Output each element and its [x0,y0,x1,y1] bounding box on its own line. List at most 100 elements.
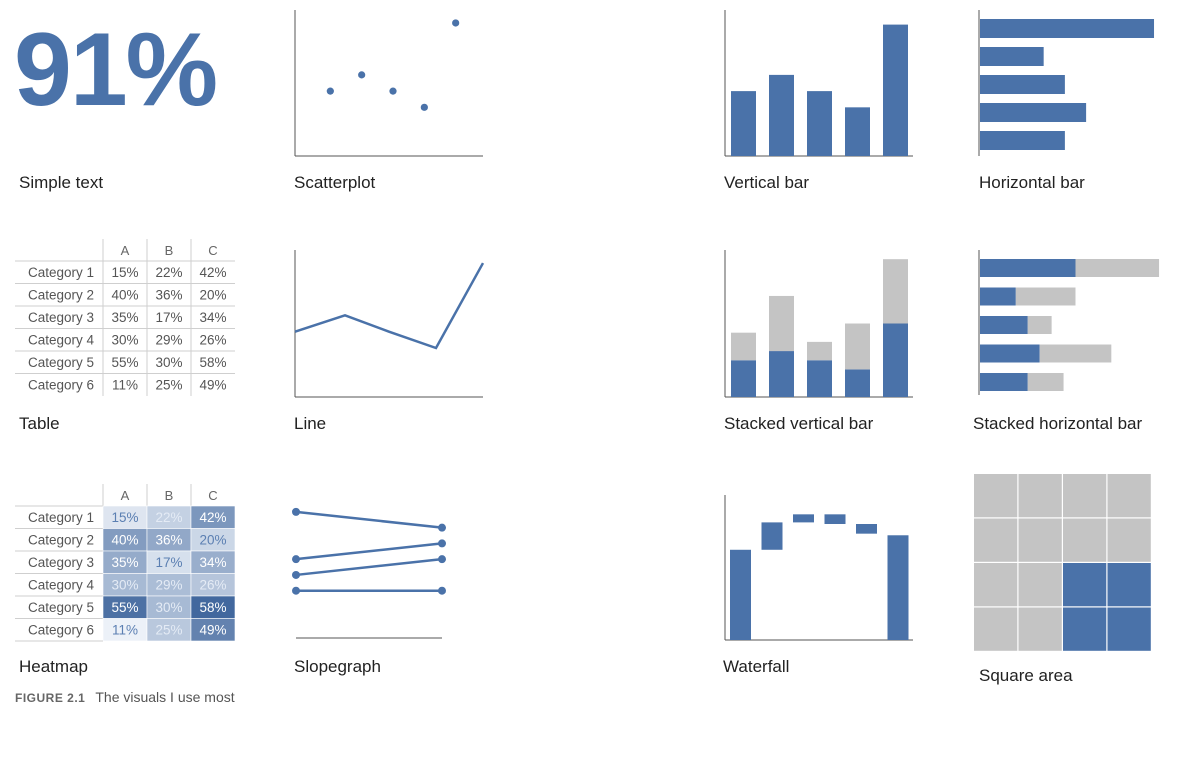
bar [845,107,870,156]
label-line: Line [294,414,327,433]
waterfall-chart [724,495,913,641]
heatmap-visual: A B C Category 1 15% 22% 42% Category 2 40% 36% 20… [15,484,236,642]
column-header: B [165,243,174,258]
line-chart [294,250,485,398]
stacked-bar-segment [807,341,832,361]
area-square [974,518,1018,562]
stacked-bar-segment [731,332,756,361]
slope-point [438,523,446,532]
scatter-point [452,19,460,27]
bar [980,47,1044,66]
area-square [1107,563,1151,607]
waterfall-bar [887,535,909,640]
waterfall-bar [761,522,783,550]
waterfall-bar [793,514,814,523]
stacked-bar-segment [980,344,1040,363]
label-vertical-bar: Vertical bar [724,173,810,192]
heatmap-cell [190,618,236,642]
heatmap-label: 26% [199,578,226,593]
row-category: Category 4 [28,333,95,348]
heatmap-label: 42% [199,510,226,525]
vertical-bar-chart [724,10,913,157]
bar [980,75,1065,94]
bar [883,24,908,156]
stacked-vertical-bar-chart [724,250,913,398]
slope-point [292,507,300,516]
scatter-point [326,87,334,95]
stacked-bar-segment [980,316,1028,334]
area-square [1107,518,1151,562]
area-square [1018,474,1062,518]
area-square [1063,474,1107,518]
stacked-bar-segment [845,369,870,397]
heatmap-label: 35% [111,555,138,570]
heatmap-label: 22% [155,510,182,525]
row-category: Category 5 [28,600,94,615]
label-stacked-horizontal-bar: Stacked horizontal bar [973,414,1143,433]
heatmap-label: 30% [155,600,182,615]
area-square [1107,607,1151,651]
row-category: Category 6 [28,623,94,638]
series-line [294,262,485,350]
area-square [1107,474,1151,518]
scatter-point [420,103,428,111]
heatmap-label: 55% [111,600,138,615]
row-category: Category 3 [28,310,94,325]
bar [769,74,794,156]
heatmap-label: 40% [111,533,138,548]
stacked-bar-segment [883,323,908,397]
table-cell: 55% [111,355,138,370]
heatmap-label: 11% [112,623,138,638]
column-header: C [208,488,217,503]
area-square [1063,563,1107,607]
area-square [974,474,1018,518]
area-square [1018,563,1062,607]
scatter-point [389,87,397,95]
figure-caption-text: The visuals I use most [95,689,235,705]
stacked-bar-segment [980,373,1028,391]
area-square [1018,518,1062,562]
stacked-horizontal-bar-chart [978,250,1160,395]
area-square [1063,607,1107,651]
heatmap-label: 58% [199,600,226,615]
table-cell: 40% [111,288,138,303]
label-square-area: Square area [979,666,1073,685]
table-cell: 25% [155,378,182,393]
waterfall-bar [824,514,846,524]
column-header: A [121,243,130,258]
area-square [974,607,1018,651]
table-cell: 58% [199,355,226,370]
row-category: Category 6 [28,378,94,393]
scatterplot-chart [294,10,483,157]
area-square [1018,607,1062,651]
stacked-bar-segment [731,360,756,397]
big-number-91: 91% [14,12,218,128]
row-category: Category 5 [28,355,94,370]
bar [980,19,1155,38]
table-cell: 26% [199,333,226,348]
slope-line [295,557,443,577]
label-slopegraph: Slopegraph [294,657,381,676]
stacked-bar-segment [1015,287,1076,306]
label-simple-text: Simple text [19,173,104,192]
heatmap-label: 34% [199,555,226,570]
heatmap-label: 15% [111,510,138,525]
table-cell: 30% [111,333,138,348]
slope-point [438,539,446,548]
stacked-bar-segment [883,259,908,324]
waterfall-bar [730,549,751,640]
table-cell: 11% [112,378,138,393]
heatmap-label: 49% [199,623,226,638]
slope-point [438,586,446,595]
figure-number: FIGURE 2.1 [15,691,86,705]
row-category: Category 2 [28,533,94,548]
table-cell: 34% [199,310,226,325]
table-cell: 29% [155,333,182,348]
stacked-bar-segment [1027,373,1064,391]
label-table: Table [19,414,60,433]
column-header: B [165,488,174,503]
bar [980,103,1087,122]
bar [807,91,832,156]
table-cell: 42% [199,265,226,280]
stacked-bar-segment [1075,259,1160,277]
